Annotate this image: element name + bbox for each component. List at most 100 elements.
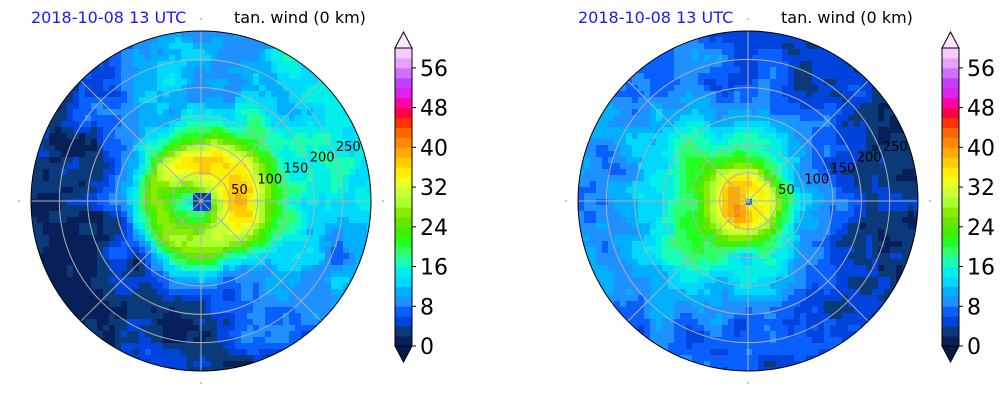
field-cell bbox=[169, 331, 176, 338]
field-cell bbox=[608, 133, 615, 140]
field-cell bbox=[199, 31, 206, 38]
field-cell bbox=[85, 229, 92, 236]
field-cell bbox=[602, 217, 609, 224]
field-cell bbox=[337, 157, 344, 164]
field-cell bbox=[764, 181, 771, 188]
field-cell bbox=[764, 205, 771, 212]
colorbar-bin bbox=[395, 216, 412, 228]
field-cell bbox=[866, 145, 873, 152]
field-cell bbox=[686, 91, 693, 98]
field-cell bbox=[824, 289, 831, 296]
field-cell bbox=[271, 181, 278, 188]
field-cell bbox=[716, 205, 723, 212]
field-cell bbox=[650, 157, 657, 164]
field-cell bbox=[181, 115, 188, 122]
field-cell bbox=[181, 325, 188, 332]
field-cell bbox=[692, 61, 699, 68]
field-cell bbox=[139, 193, 146, 200]
field-cell bbox=[259, 157, 266, 164]
field-cell bbox=[319, 295, 326, 302]
field-cell bbox=[872, 217, 879, 224]
field-cell bbox=[662, 151, 669, 158]
field-cell bbox=[818, 55, 825, 62]
field-cell bbox=[668, 73, 675, 80]
field-cell bbox=[301, 235, 308, 242]
field-cell bbox=[704, 151, 711, 158]
field-cell bbox=[734, 37, 741, 44]
field-cell bbox=[163, 313, 170, 320]
field-cell bbox=[199, 97, 206, 104]
field-cell bbox=[139, 319, 146, 326]
field-cell bbox=[331, 283, 338, 290]
field-cell bbox=[55, 175, 62, 182]
field-cell bbox=[91, 247, 98, 254]
field-cell bbox=[151, 211, 158, 218]
field-cell bbox=[614, 241, 621, 248]
field-cell bbox=[578, 247, 585, 254]
field-cell bbox=[157, 85, 164, 92]
field-cell bbox=[187, 127, 194, 134]
field-cell bbox=[638, 187, 645, 194]
field-cell bbox=[277, 247, 284, 254]
field-cell bbox=[884, 241, 891, 248]
field-cell bbox=[836, 235, 843, 242]
field-cell bbox=[163, 331, 170, 338]
field-cell bbox=[722, 163, 729, 170]
field-cell bbox=[638, 271, 645, 278]
field-cell bbox=[157, 109, 164, 116]
field-cell bbox=[85, 259, 92, 266]
field-cell bbox=[884, 247, 891, 254]
field-cell bbox=[818, 211, 825, 218]
field-cell bbox=[710, 43, 717, 50]
field-cell bbox=[67, 205, 74, 212]
field-cell bbox=[235, 217, 242, 224]
field-cell bbox=[103, 169, 110, 176]
field-cell bbox=[85, 217, 92, 224]
field-cell bbox=[842, 157, 849, 164]
field-cell bbox=[241, 43, 248, 50]
field-cell bbox=[157, 253, 164, 260]
field-cell bbox=[866, 205, 873, 212]
field-cell bbox=[253, 277, 260, 284]
field-cell bbox=[205, 289, 212, 296]
field-cell bbox=[860, 181, 867, 188]
field-cell bbox=[187, 31, 194, 38]
field-cell bbox=[55, 283, 62, 290]
field-cell bbox=[806, 157, 813, 164]
field-cell bbox=[782, 145, 789, 152]
field-cell bbox=[211, 337, 218, 344]
field-cell bbox=[764, 151, 771, 158]
field-cell bbox=[782, 253, 789, 260]
field-cell bbox=[271, 289, 278, 296]
field-cell bbox=[307, 133, 314, 140]
field-cell bbox=[289, 295, 296, 302]
field-cell bbox=[590, 259, 597, 266]
field-cell bbox=[313, 127, 320, 134]
field-cell bbox=[283, 115, 290, 122]
field-cell bbox=[151, 67, 158, 74]
field-cell bbox=[115, 43, 122, 50]
field-cell bbox=[704, 277, 711, 284]
field-cell bbox=[782, 277, 789, 284]
field-cell bbox=[55, 145, 62, 152]
field-cell bbox=[283, 253, 290, 260]
field-cell bbox=[235, 163, 242, 170]
field-cell bbox=[782, 169, 789, 176]
field-cell bbox=[692, 103, 699, 110]
field-cell bbox=[860, 97, 867, 104]
field-cell bbox=[85, 319, 92, 326]
field-cell bbox=[97, 127, 104, 134]
field-cell bbox=[602, 241, 609, 248]
field-cell bbox=[908, 193, 915, 200]
field-cell bbox=[812, 151, 819, 158]
field-cell bbox=[169, 43, 176, 50]
field-cell bbox=[289, 73, 296, 80]
field-cell bbox=[283, 157, 290, 164]
field-cell bbox=[361, 229, 368, 236]
field-cell bbox=[289, 337, 296, 344]
field-cell bbox=[698, 247, 705, 254]
field-cell bbox=[668, 205, 675, 212]
field-cell bbox=[662, 85, 669, 92]
field-cell bbox=[686, 115, 693, 122]
